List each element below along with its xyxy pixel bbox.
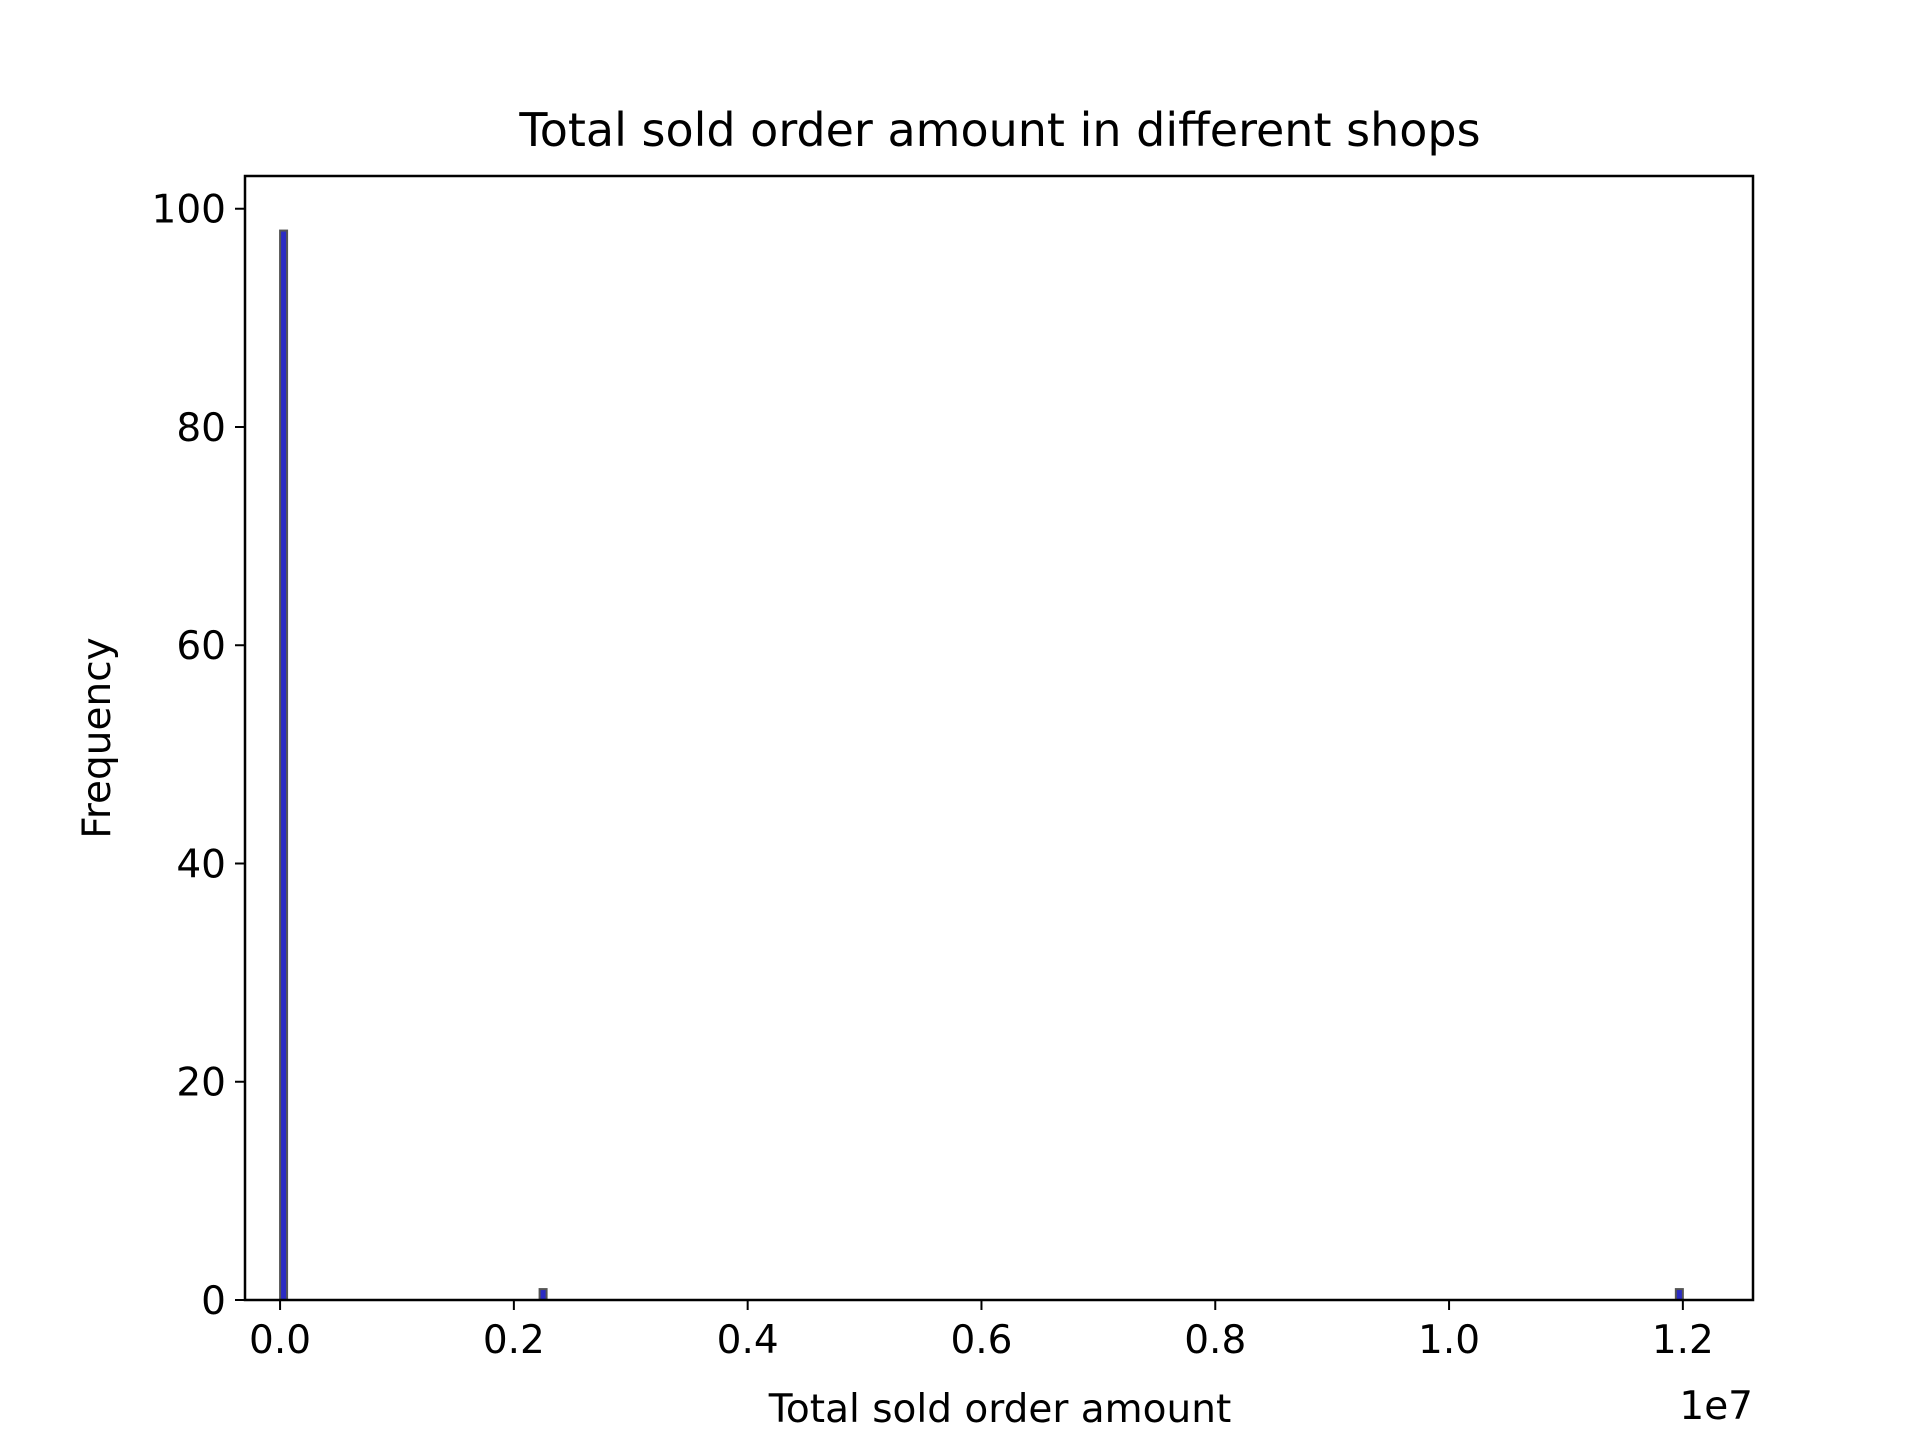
histogram-bar-2 — [1674, 1288, 1684, 1302]
y-tick-label-4: 80 — [176, 406, 226, 451]
y-tick-label-3: 60 — [176, 624, 226, 669]
x-axis-offset-label: 1e7 — [1679, 1384, 1753, 1429]
x-axis-ticks: 0.0 0.2 0.4 0.6 0.8 1.0 1.2 — [249, 1300, 1714, 1363]
x-tick-label-1: 0.2 — [483, 1318, 545, 1363]
y-axis-label: Frequency — [75, 637, 120, 838]
x-tick-label-0: 0.0 — [249, 1318, 311, 1363]
x-tick-label-3: 0.6 — [950, 1318, 1012, 1363]
x-tick-label-2: 0.4 — [717, 1318, 779, 1363]
y-tick-label-0: 0 — [201, 1279, 226, 1324]
x-tick-label-4: 0.8 — [1184, 1318, 1246, 1363]
x-tick-label-6: 1.2 — [1652, 1318, 1714, 1363]
y-tick-label-2: 40 — [176, 842, 226, 887]
histogram-bar-0 — [279, 229, 289, 1301]
plot-area-frame — [243, 174, 1755, 1302]
y-axis-ticks: 0 20 40 60 80 100 — [152, 188, 245, 1324]
x-axis-label: Total sold order amount — [768, 1387, 1232, 1432]
x-tick-label-5: 1.0 — [1418, 1318, 1480, 1363]
y-tick-label-5: 100 — [152, 188, 226, 233]
histogram-bar-1 — [538, 1288, 548, 1302]
chart-title: Total sold order amount in different sho… — [518, 103, 1480, 157]
y-tick-label-1: 20 — [176, 1061, 226, 1106]
